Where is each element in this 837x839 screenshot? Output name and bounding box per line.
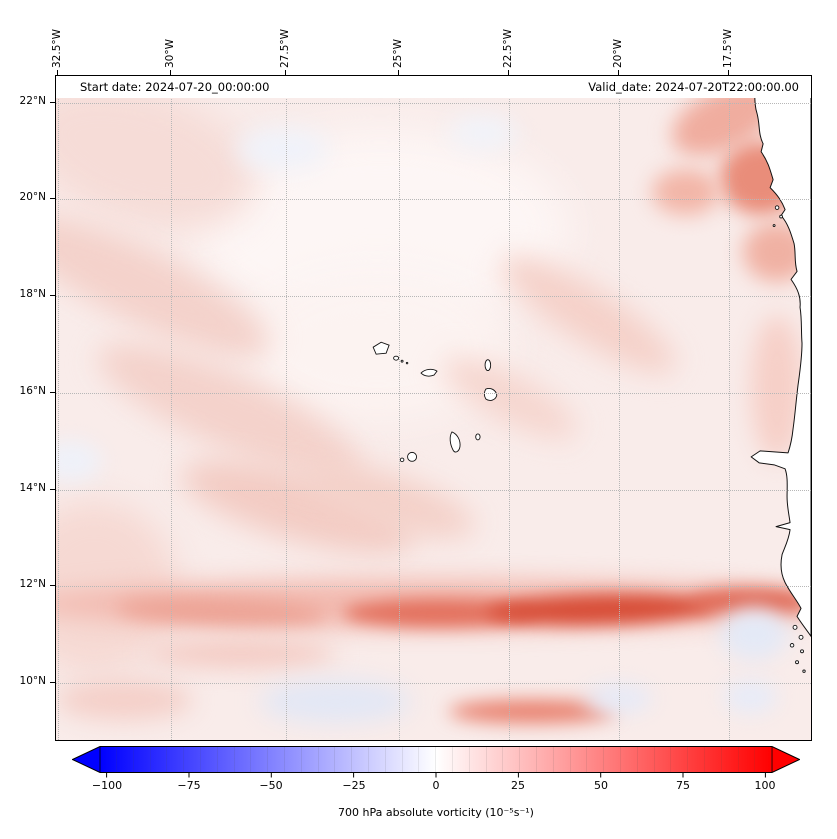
tick-mark	[57, 70, 58, 75]
colorbar-tick-marks	[106, 772, 766, 778]
start-date-label: Start date: 2024-07-20_00:00:00	[80, 80, 270, 94]
gridline	[56, 683, 811, 684]
x-tick-label: 25°W	[392, 39, 404, 68]
x-tick-label: 27.5°W	[279, 28, 291, 68]
colorbar-bar	[71, 746, 801, 773]
colorbar-tick-label: 25	[511, 779, 525, 792]
field-blob	[146, 640, 336, 667]
tick-mark	[618, 70, 619, 75]
y-tick-label: 10°N	[19, 675, 46, 687]
y-tick-label: 18°N	[19, 288, 46, 300]
gridline	[619, 76, 620, 740]
x-tick-label: 22.5°W	[502, 28, 514, 68]
field-blob	[448, 115, 517, 150]
tick-mark	[508, 70, 509, 75]
y-tick-label: 20°N	[19, 191, 46, 203]
date-banner: Start date: 2024-07-20_00:00:00 Valid_da…	[56, 76, 811, 98]
tick-mark	[50, 585, 55, 586]
coastline-layer	[372, 76, 811, 673]
colorbar-tick-label: 100	[754, 779, 776, 792]
tick-mark	[50, 295, 55, 296]
field-blob	[56, 680, 192, 721]
x-tick-label: 20°W	[612, 39, 624, 68]
tick-mark	[285, 70, 286, 75]
tick-mark	[728, 70, 729, 75]
field-blob	[652, 168, 721, 216]
gridline	[56, 199, 811, 200]
tick-mark	[50, 198, 55, 199]
gridline	[56, 393, 811, 394]
field-blob	[259, 680, 411, 724]
y-tick-label: 16°N	[19, 385, 46, 397]
y-tick-label: 22°N	[19, 95, 46, 107]
tick-mark	[50, 489, 55, 490]
colorbar-tick-label: −75	[177, 779, 201, 792]
colorbar-tick-label: 0	[432, 779, 440, 792]
tick-mark	[50, 102, 55, 103]
y-tick-label: 14°N	[19, 482, 46, 494]
colorbar-tick-label: −25	[342, 779, 366, 792]
gridline	[509, 76, 510, 740]
gridline	[729, 76, 730, 740]
gridline	[56, 103, 811, 104]
bijagos-islands	[789, 624, 806, 673]
tick-mark	[50, 682, 55, 683]
field-blob	[724, 680, 778, 714]
field-blob	[237, 129, 328, 169]
colorbar-gradient	[71, 746, 801, 778]
tick-mark	[170, 70, 171, 75]
gridline	[56, 296, 811, 297]
tick-mark	[398, 70, 399, 75]
gridline	[56, 490, 811, 491]
africa-coastline	[750, 76, 811, 637]
valid-date-label: Valid_date: 2024-07-20T22:00:00.00	[588, 80, 799, 94]
x-tick-label: 17.5°W	[722, 28, 734, 68]
colorbar-axis-label: 700 hPa absolute vorticity (10⁻⁵s⁻¹)	[338, 806, 534, 819]
colorbar-tick-label: −100	[91, 779, 123, 792]
colorbar	[71, 746, 801, 778]
gridline	[399, 76, 400, 740]
field-blob	[720, 607, 789, 661]
map-plot: Start date: 2024-07-20_00:00:00 Valid_da…	[55, 75, 812, 741]
colorbar-tick-label: 50	[594, 779, 608, 792]
colorbar-tick-label: −50	[259, 779, 283, 792]
cape-verde-islands	[372, 341, 498, 463]
field-blob	[448, 700, 615, 723]
field-blob	[584, 683, 653, 714]
colorbar-tick-label: 75	[676, 779, 690, 792]
gridline	[56, 586, 811, 587]
offshore-islets	[772, 205, 783, 227]
gridline	[58, 76, 59, 740]
vorticity-field	[56, 76, 811, 740]
x-tick-label: 32.5°W	[51, 28, 63, 68]
y-tick-label: 12°N	[19, 578, 46, 590]
tick-mark	[50, 392, 55, 393]
gridline	[286, 76, 287, 740]
gridline	[171, 76, 172, 740]
x-tick-label: 30°W	[164, 39, 176, 68]
